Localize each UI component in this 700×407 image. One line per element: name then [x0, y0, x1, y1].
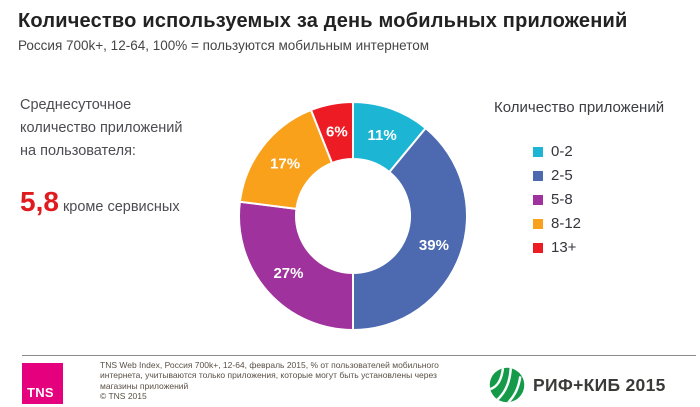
legend-item-5-8: 5-8: [533, 191, 664, 208]
rif-kib-logo: РИФ+КИБ 2015: [489, 367, 666, 403]
donut-value-label: 17%: [270, 155, 300, 172]
average-apps-stat: 5,8 кроме сервисных: [20, 188, 180, 219]
legend-items: 0-2 2-5 5-8 8-12 13+: [494, 143, 664, 256]
rif-kib-logo-text: РИФ+КИБ 2015: [533, 374, 666, 395]
donut-segment-2-5: [352, 127, 468, 331]
donut-value-label: 6%: [326, 124, 348, 141]
legend-label: 8-12: [551, 215, 582, 232]
source-footnote: TNS Web Index, Россия 700k+, 12-64, февр…: [100, 360, 490, 401]
legend-swatch-purple: [533, 194, 543, 205]
legend-label: 13+: [551, 239, 577, 256]
footnote-line: TNS Web Index, Россия 700k+, 12-64, февр…: [100, 360, 439, 370]
legend-item-2-5: 2-5: [533, 167, 664, 184]
legend-item-13plus: 13+: [533, 239, 664, 256]
legend-item-0-2: 0-2: [533, 143, 664, 160]
rif-kib-globe-icon: [489, 367, 525, 403]
legend-item-8-12: 8-12: [533, 215, 664, 232]
donut-chart-svg: 11% 39% 27% 17% 6%: [238, 101, 468, 331]
donut-chart: 11% 39% 27% 17% 6%: [235, 98, 471, 334]
donut-value-label: 39%: [419, 237, 449, 254]
page-subtitle: Россия 700k+, 12-64, 100% = пользуются м…: [18, 38, 430, 53]
legend-label: 5-8: [551, 191, 573, 208]
footnote-line: © TNS 2015: [100, 390, 147, 401]
legend: Количество приложений 0-2 2-5 5-8 8-12 1…: [494, 99, 664, 264]
average-apps-description: Среднесуточное количество приложений на …: [20, 97, 183, 159]
tns-logo: TNS: [22, 363, 63, 404]
legend-swatch-orange: [533, 218, 543, 229]
page-title: Количество используемых за день мобильны…: [18, 10, 628, 32]
footer-divider: [22, 355, 696, 356]
legend-label: 2-5: [551, 167, 573, 184]
donut-value-label: 27%: [273, 265, 303, 282]
footnote-line: магазины приложений: [100, 380, 189, 391]
donut-segment-13+: [310, 101, 354, 165]
tns-logo-text: TNS: [27, 385, 54, 400]
legend-swatch-blue: [533, 170, 543, 181]
legend-swatch-cyan: [533, 146, 543, 157]
legend-swatch-red: [533, 242, 543, 253]
stat-value: 5,8: [20, 186, 59, 217]
donut-segment-5-8: [238, 200, 354, 331]
legend-label: 0-2: [551, 143, 573, 160]
stat-suffix: кроме сервисных: [62, 199, 180, 215]
footnote-line: интернета, учитываются только приложения…: [100, 370, 437, 381]
legend-title: Количество приложений: [494, 99, 665, 116]
donut-value-label: 11%: [368, 127, 397, 144]
